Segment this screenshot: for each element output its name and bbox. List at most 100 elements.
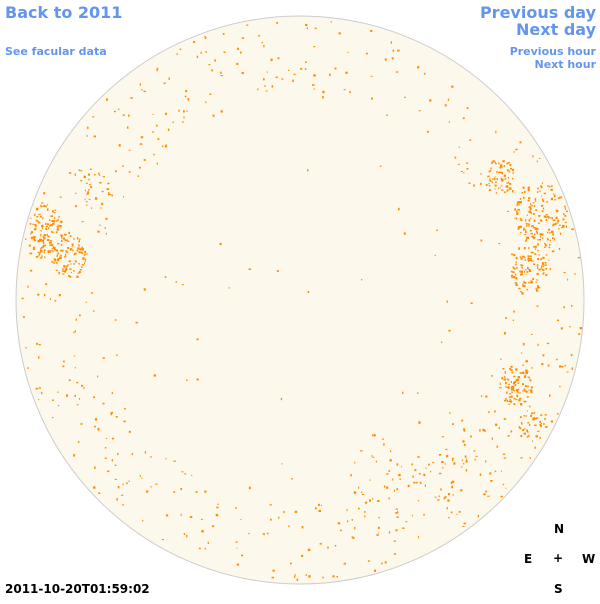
facula-spot [79, 238, 81, 240]
facula-spot [68, 231, 70, 235]
facula-spot [546, 185, 549, 187]
facula-spot [329, 73, 331, 76]
facula-spot [428, 463, 430, 466]
facula-spot [90, 186, 92, 189]
facula-spot [76, 249, 79, 252]
facula-spot [494, 188, 496, 190]
facula-spot [64, 239, 67, 241]
facula-spot [338, 32, 341, 35]
facula-spot [508, 396, 512, 398]
facula-spot [85, 258, 86, 261]
facula-spot [351, 519, 353, 521]
facula-spot [507, 378, 510, 381]
facula-spot [563, 271, 566, 274]
facula-spot [447, 499, 450, 502]
facula-spot [494, 184, 497, 187]
facula-spot [549, 232, 551, 234]
facula-spot [578, 333, 581, 335]
facula-spot [461, 459, 463, 462]
facula-spot [204, 36, 207, 39]
facula-spot [220, 75, 223, 77]
facula-spot [509, 393, 512, 395]
facula-spot [517, 208, 520, 211]
facula-spot [540, 266, 542, 268]
facula-spot [537, 343, 539, 346]
facula-spot [98, 172, 100, 175]
facula-spot [562, 218, 565, 221]
facula-spot [94, 197, 98, 200]
facula-spot [508, 400, 510, 402]
facula-spot [128, 114, 130, 117]
previous-hour-link[interactable]: Previous hour [509, 45, 596, 58]
facula-spot [547, 364, 550, 367]
facula-spot [106, 188, 109, 191]
facula-spot [123, 420, 126, 423]
facula-spot [313, 74, 316, 77]
facula-spot [114, 478, 117, 480]
facula-spot [85, 182, 88, 184]
facula-spot [541, 210, 544, 213]
facula-spot [530, 414, 532, 417]
facula-spot [219, 242, 222, 246]
see-facular-data-link[interactable]: See facular data [5, 45, 107, 58]
facula-spot [293, 73, 296, 76]
facula-spot [150, 456, 153, 458]
facula-spot [61, 236, 63, 239]
facula-spot [266, 71, 268, 73]
facula-spot [525, 372, 528, 375]
facula-spot [60, 234, 63, 237]
facula-spot [541, 363, 544, 366]
facula-spot [62, 237, 66, 240]
facula-spot [495, 163, 497, 165]
back-to-year-link[interactable]: Back to 2011 [5, 3, 123, 22]
facula-spot [30, 232, 32, 235]
facula-spot [32, 236, 35, 239]
facula-spot [60, 249, 63, 252]
facula-spot [541, 198, 544, 201]
facula-spot [347, 520, 349, 523]
facula-spot [512, 266, 515, 269]
facula-spot [536, 264, 539, 267]
facula-spot [506, 169, 509, 172]
facula-spot [386, 486, 389, 489]
facula-spot [530, 203, 532, 206]
facula-spot [528, 281, 530, 284]
facula-spot [37, 293, 40, 296]
facula-spot [513, 267, 516, 270]
previous-day-link[interactable]: Previous day [479, 3, 596, 22]
facula-spot [495, 192, 498, 194]
facula-spot [102, 176, 105, 178]
facula-spot [530, 412, 532, 415]
facula-spot [494, 176, 496, 178]
next-day-link[interactable]: Next day [516, 20, 596, 39]
facula-spot [424, 484, 426, 487]
facula-spot [516, 394, 519, 398]
facula-spot [181, 471, 184, 473]
facula-spot [418, 536, 420, 539]
facula-spot [54, 300, 57, 302]
facula-spot [508, 187, 511, 190]
facula-spot [517, 376, 520, 379]
facula-spot [371, 455, 373, 457]
facula-spot [519, 270, 522, 273]
facula-spot [64, 256, 67, 258]
facula-spot [388, 470, 391, 472]
facula-spot [241, 554, 244, 557]
facula-spot [248, 486, 251, 490]
facula-spot [464, 455, 467, 458]
facula-spot [491, 181, 493, 183]
facula-spot [195, 491, 198, 493]
facula-spot [487, 495, 490, 497]
facula-spot [65, 250, 68, 253]
facula-spot [501, 172, 504, 175]
facula-spot [370, 30, 373, 32]
facula-spot [500, 495, 503, 498]
next-hour-link[interactable]: Next hour [534, 58, 597, 71]
facula-spot [152, 131, 154, 133]
facula-spot [57, 224, 60, 226]
facula-spot [513, 403, 516, 405]
facula-spot [521, 422, 523, 425]
facula-spot [536, 289, 539, 292]
facula-spot [466, 162, 469, 164]
facula-spot [358, 486, 360, 489]
